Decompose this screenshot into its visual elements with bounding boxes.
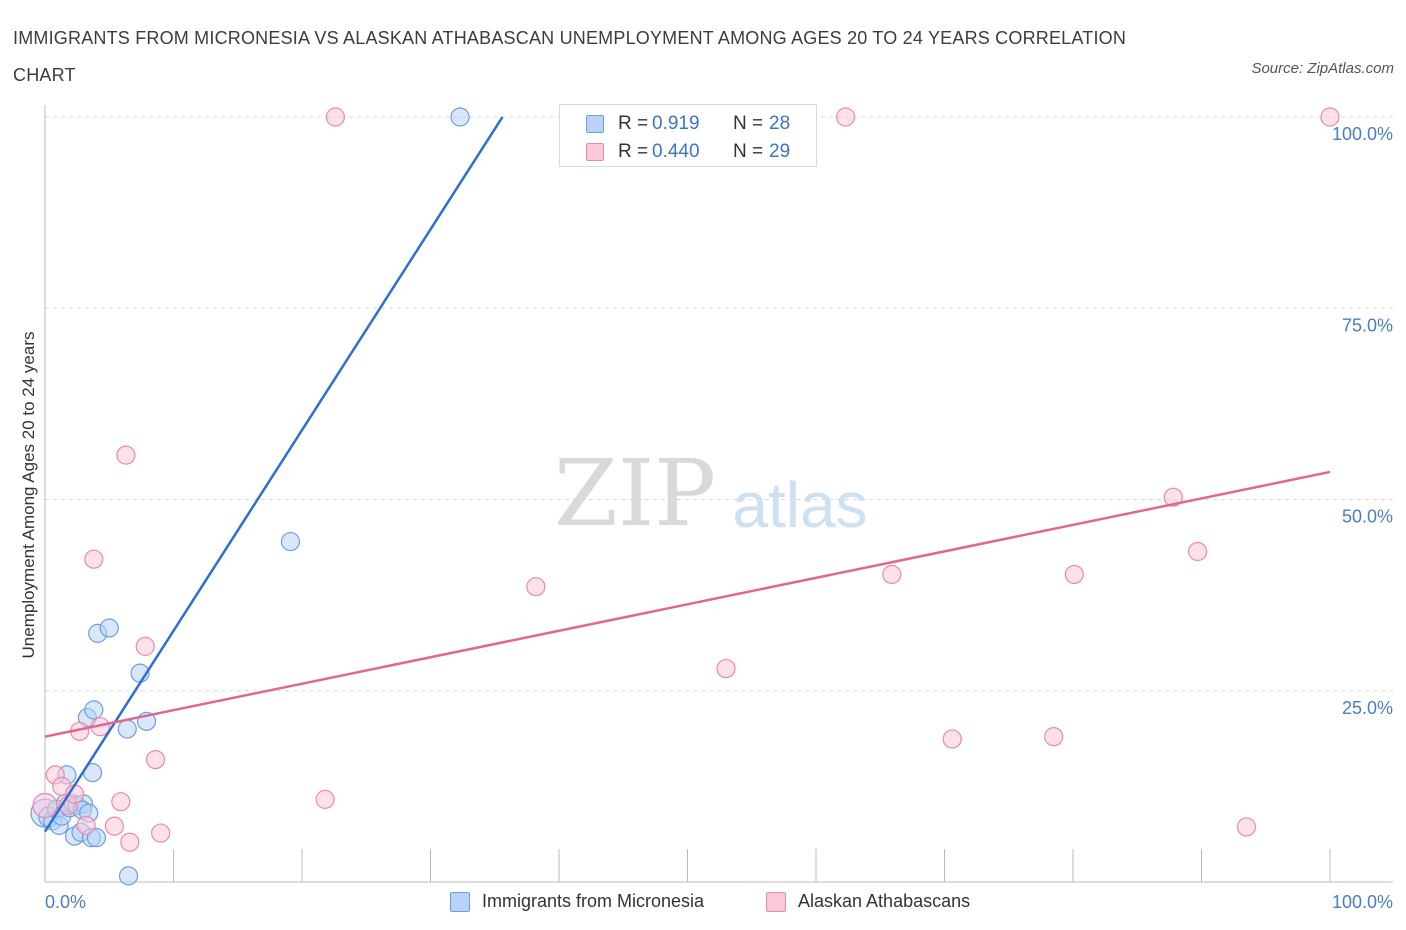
data-point xyxy=(104,816,124,836)
tick-labels: 25.0% 50.0% 75.0% 100.0% 0.0% 100.0% xyxy=(45,124,1393,912)
data-point xyxy=(117,719,137,739)
data-point xyxy=(118,866,139,886)
stats-legend: R = 0.919 N = 28 R = 0.440 N = 29 xyxy=(559,104,817,167)
watermark: ZIP atlas xyxy=(554,440,868,547)
r-label: R = xyxy=(618,141,649,162)
data-point xyxy=(76,815,96,835)
y-tick-label: 50.0% xyxy=(1342,507,1393,527)
data-point xyxy=(882,564,902,585)
data-point xyxy=(145,749,166,770)
data-point xyxy=(111,792,131,812)
stats-row-athabascan: R = 0.440 N = 29 xyxy=(560,138,816,166)
trend-line-blue xyxy=(43,116,504,833)
data-point xyxy=(84,549,104,569)
data-point xyxy=(942,729,962,749)
data-point xyxy=(99,618,119,638)
data-point xyxy=(86,828,107,848)
series-legend: Immigrants from Micronesia Alaskan Athab… xyxy=(0,889,1406,915)
data-point xyxy=(280,531,301,552)
legend-swatch-blue xyxy=(586,115,604,133)
trend-lines xyxy=(43,116,1331,833)
data-point xyxy=(84,700,104,720)
series-blue xyxy=(30,107,470,886)
data-point xyxy=(450,107,470,127)
data-point xyxy=(1188,541,1208,562)
r-value: 0.440 xyxy=(652,141,700,162)
y-tick-label: 25.0% xyxy=(1342,698,1393,718)
data-point xyxy=(116,445,136,465)
data-point xyxy=(120,832,140,852)
data-point xyxy=(1064,564,1084,585)
data-point xyxy=(315,789,335,809)
data-point xyxy=(835,107,856,127)
data-point xyxy=(526,577,546,597)
n-value: 29 xyxy=(769,141,791,162)
data-point xyxy=(151,823,171,843)
y-axis-label: Unemployment Among Ages 20 to 24 years xyxy=(19,331,38,659)
axes xyxy=(44,105,1393,883)
trend-line-pink xyxy=(44,470,1331,738)
legend-swatch-blue xyxy=(450,892,470,912)
n-value: 28 xyxy=(769,113,791,134)
x-tick-label: 0.0% xyxy=(45,892,86,912)
data-point xyxy=(1236,817,1257,837)
n-label: N = xyxy=(733,141,764,162)
data-point xyxy=(32,792,58,819)
y-tick-label: 75.0% xyxy=(1342,315,1393,335)
data-point xyxy=(1044,727,1064,747)
data-point xyxy=(1163,487,1183,507)
grid-lines xyxy=(45,116,1393,692)
n-label: N = xyxy=(733,113,764,134)
legend-label: Alaskan Athabascans xyxy=(798,891,971,911)
data-point xyxy=(716,658,736,679)
source-label: Source: ZipAtlas.com xyxy=(1251,60,1394,77)
x-tick-label: 100.0% xyxy=(1332,892,1393,912)
legend-swatch-pink xyxy=(766,892,786,912)
r-value: 0.919 xyxy=(652,113,700,134)
chart-title: IMMIGRANTS FROM MICRONESIA VS ALASKAN AT… xyxy=(13,28,1127,85)
r-label: R = xyxy=(618,113,649,134)
stats-row-micronesia: R = 0.919 N = 28 xyxy=(560,110,816,138)
watermark-atlas: atlas xyxy=(732,469,867,541)
legend-label: Immigrants from Micronesia xyxy=(482,891,705,911)
data-point xyxy=(135,636,155,656)
data-point xyxy=(1320,107,1340,127)
watermark-zip: ZIP xyxy=(554,440,716,547)
data-point xyxy=(325,107,346,127)
y-tick-label: 100.0% xyxy=(1332,124,1393,144)
legend-swatch-pink xyxy=(586,143,604,161)
